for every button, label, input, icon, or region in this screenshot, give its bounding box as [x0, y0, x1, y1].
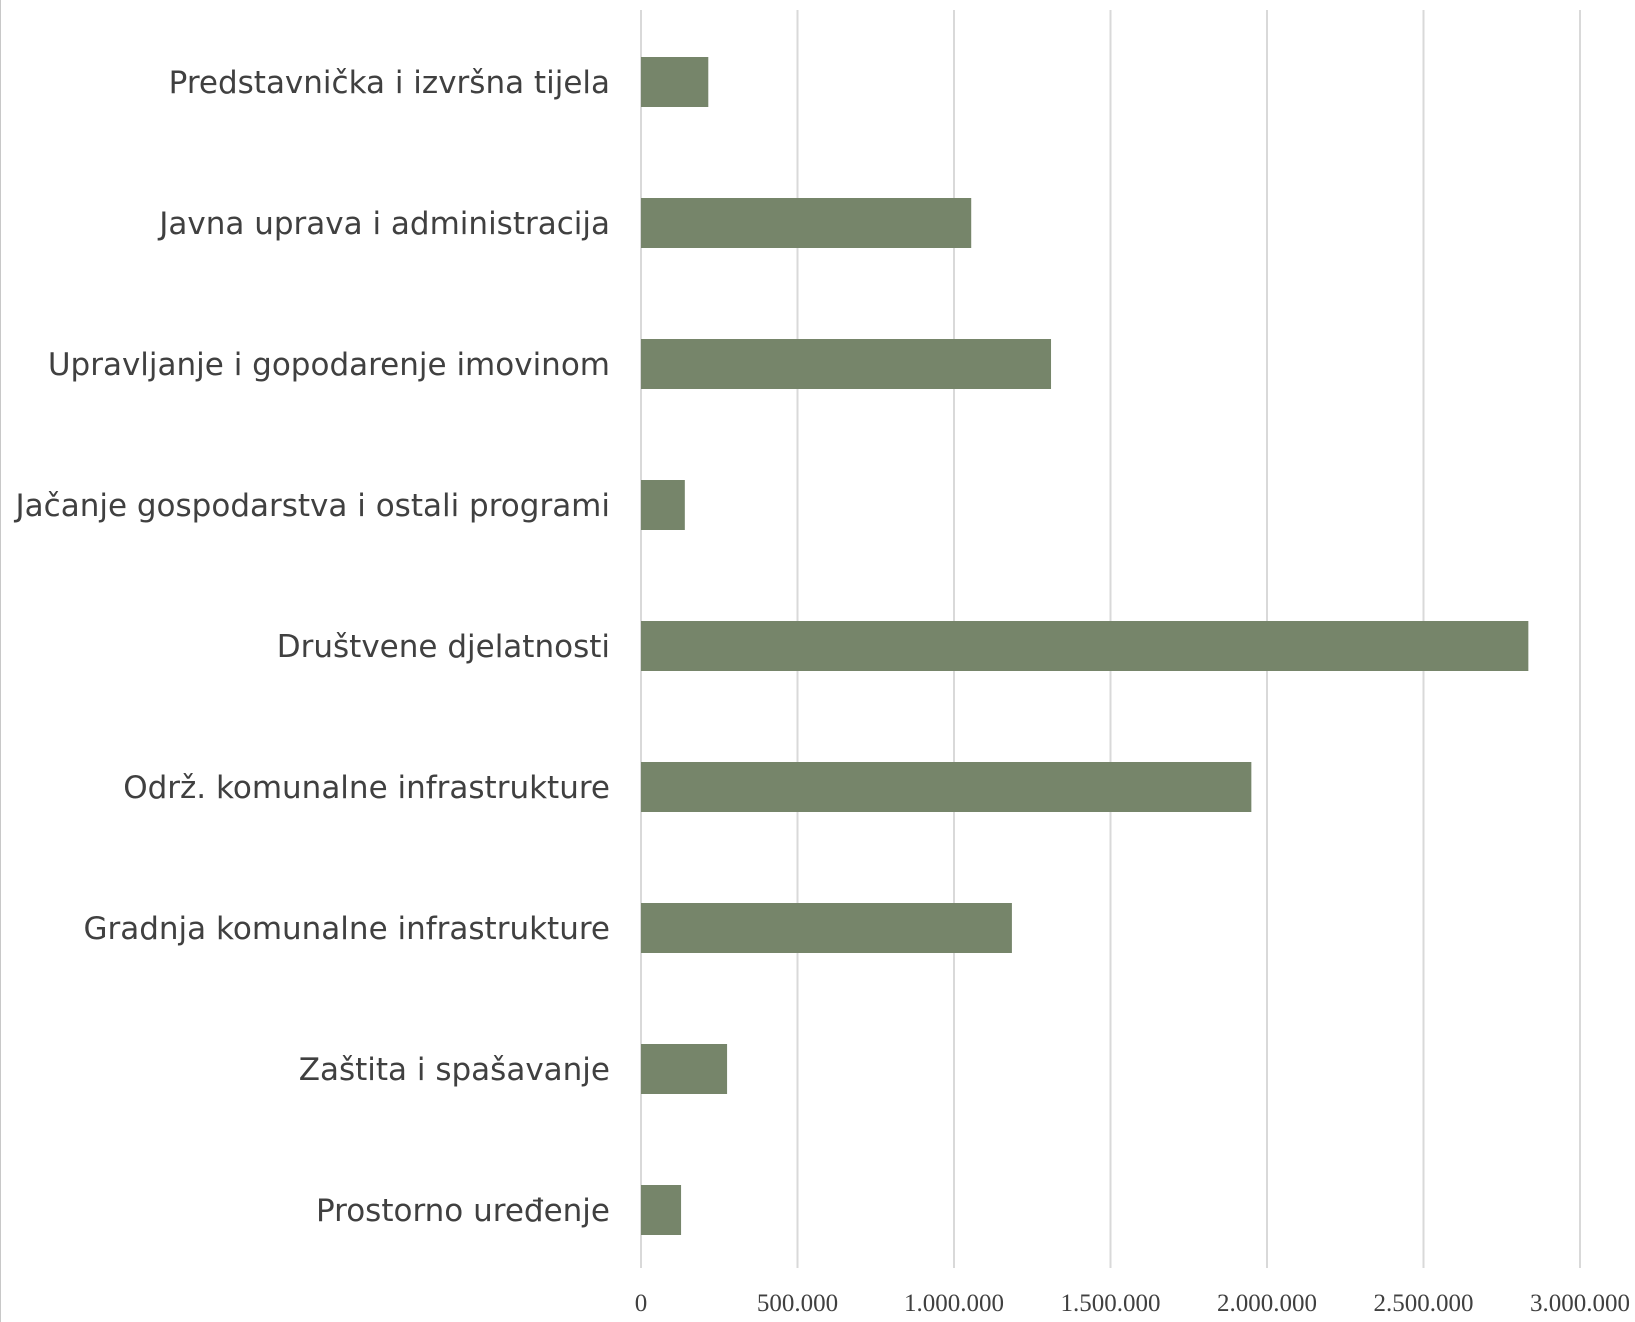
category-label-2: Upravljanje i gopodarenje imovinom — [48, 347, 610, 383]
category-label-8: Prostorno uređenje — [316, 1193, 610, 1229]
category-label-3: Jačanje gospodarstva i ostali programi — [14, 488, 610, 524]
category-label-1: Javna uprava i administracija — [157, 206, 610, 242]
bar-6 — [641, 903, 1012, 953]
bar-2 — [641, 339, 1052, 389]
bar-7 — [641, 1044, 728, 1094]
category-label-0: Predstavnička i izvršna tijela — [169, 65, 610, 101]
category-label-7: Zaštita i spašavanje — [299, 1052, 610, 1088]
bar-8 — [641, 1185, 682, 1235]
x-tick-label-5: 2.500.000 — [1374, 1290, 1474, 1317]
x-tick-label-4: 2.000.000 — [1217, 1290, 1317, 1317]
x-tick-label-6: 3.000.000 — [1530, 1290, 1630, 1317]
x-tick-label-3: 1.500.000 — [1061, 1290, 1161, 1317]
bar-4 — [641, 621, 1529, 671]
category-label-6: Gradnja komunalne infrastrukture — [83, 911, 610, 947]
bar-0 — [641, 57, 709, 107]
bars — [641, 57, 1529, 1235]
bar-1 — [641, 198, 972, 248]
x-tick-label-2: 1.000.000 — [904, 1290, 1004, 1317]
category-label-5: Održ. komunalne infrastrukture — [123, 770, 610, 806]
x-tick-label-1: 500.000 — [757, 1290, 838, 1317]
bar-3 — [641, 480, 685, 530]
bar-5 — [641, 762, 1252, 812]
x-tick-label-0: 0 — [635, 1290, 648, 1317]
x-axis-tick-labels: 0 500.000 1.000.000 1.500.000 2.000.000 2.500… — [635, 1290, 1630, 1317]
left-border-line — [0, 0, 1, 1322]
category-labels: Predstavnička i izvršna tijela Javna upra… — [14, 65, 610, 1229]
category-label-4: Društvene djelatnosti — [277, 629, 610, 665]
